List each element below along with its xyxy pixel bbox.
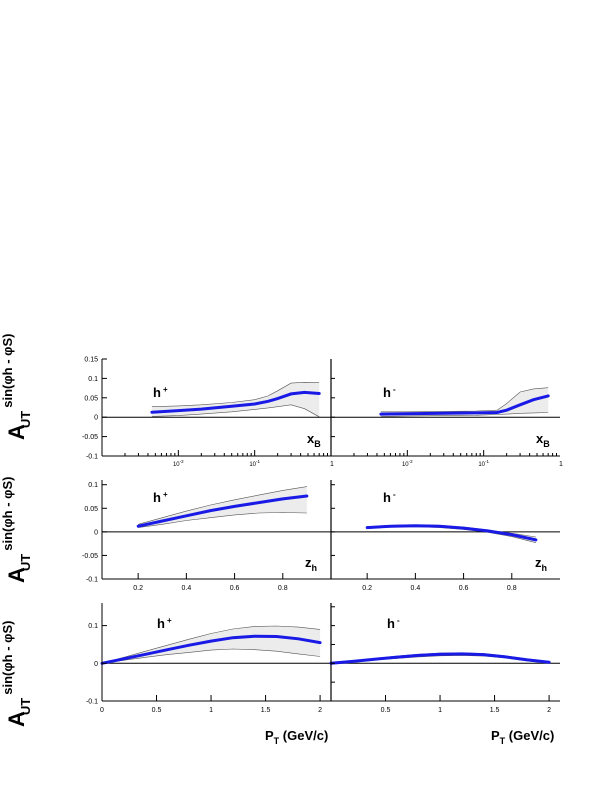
band-lower-edge [101,648,321,664]
central-curve [150,390,321,414]
y-tick-label: 0.1 [88,623,98,630]
y-tick-label: 0.05 [84,395,98,402]
ylabel-row-2: AUTsin(φh - φS) [0,476,33,583]
panel-pt-hplus: 0.10-0.10 0.5 1 1.5 2h +PT (GeV/c) [86,603,331,746]
hadron-label: h + [153,385,168,400]
y-tick-label: -0.05 [82,553,98,560]
x-axis-label: xB [307,431,321,449]
x-axis-label: PT (GeV/c) [491,728,554,746]
central-curve [329,652,551,665]
central-curve [379,394,550,416]
x-tick-label: 0.6 [459,585,469,592]
band-upper-edge [380,387,549,413]
y-tick-label: 0 [94,529,98,536]
x-tick-label: 1.5 [490,707,500,714]
x-tick-label: 1.5 [261,707,271,714]
x-tick-label: 0.4 [182,585,192,592]
x-axis-label: zh [305,555,317,573]
band-upper-edge [151,381,320,407]
x-tick-label: 0.5 [152,707,162,714]
hadron-label: h + [157,616,172,631]
panel-zh-hplus: 0.1 0.05 0 -0.05 -0.1 0.2 0.4 0.6 0.8 h + zh [82,480,331,592]
x-tick-label: 1 [209,707,213,714]
y-tick-label: -0.1 [86,454,98,461]
panel-zh-hminus: 0.2 0.4 0.6 0.8 h -zh [330,480,560,592]
band-upper-edge [101,625,321,664]
hadron-label: h- [383,385,396,400]
x-tick-label: 0.4 [411,585,421,592]
x-tick-label: 0.6 [230,585,240,592]
x-tick-label: 0.8 [278,585,288,592]
y-tick-label: 0.1 [88,376,98,383]
panel-xB-hplus: 0.15 0.1 0.05 0 -0.05 -0.1 10-2 10-1 1 h + xB [82,357,334,469]
y-tick-label: 0.05 [84,506,98,513]
x-tick-label: 10-1 [249,459,260,468]
y-tick-label: -0.1 [86,577,98,584]
x-tick-label-end: 1 [559,461,563,468]
central-curve [365,524,538,542]
panel-xB-hminus: 10-2 10-1 1 h -xB [330,359,563,468]
x-axis-label: xB [536,431,550,449]
x-tick-label: 10-2 [402,459,413,468]
band-upper-edge [138,486,307,525]
x-tick-label: 10-2 [173,459,184,468]
x-tick-label: 10-1 [478,459,489,468]
x-tick-label: 1 [438,707,442,714]
hadron-label: h- [383,490,396,505]
ylabel-row-1: AUTsin(φh - φS) [0,333,33,440]
hadron-label: h- [387,616,400,631]
x-tick-label: 2 [318,707,322,714]
band-lower-edge [138,512,307,528]
panel-pt-hminus: 0.5 1 1.5 2 h - PT (GeV/c) [329,603,560,746]
x-tick-label: 0.2 [362,585,372,592]
hadron-label: h + [153,490,168,505]
central-curve [100,634,322,665]
y-tick-label: 0 [94,415,98,422]
ylabel-row-3: AUTsin(φh - φS) [0,620,33,727]
x-axis-label: zh [535,555,547,573]
y-tick-label: -0.1 [86,699,98,706]
band-lower-edge [380,412,549,417]
central-curve [136,494,309,528]
y-tick-label: -0.05 [82,434,98,441]
y-tick-label: 0 [94,661,98,668]
x-tick-label: 0.8 [507,585,517,592]
x-axis-label: PT (GeV/c) [265,728,328,746]
y-tick-label: 0.1 [88,482,98,489]
x-tick-label-end: 1 [330,461,334,468]
band-lower-edge [151,404,320,418]
x-tick-label: 0.5 [381,707,391,714]
x-tick-label: 2 [547,707,551,714]
x-tick-label: 0 [100,707,104,714]
x-tick-label: 0.2 [133,585,143,592]
y-tick-label: 0.15 [84,357,98,364]
